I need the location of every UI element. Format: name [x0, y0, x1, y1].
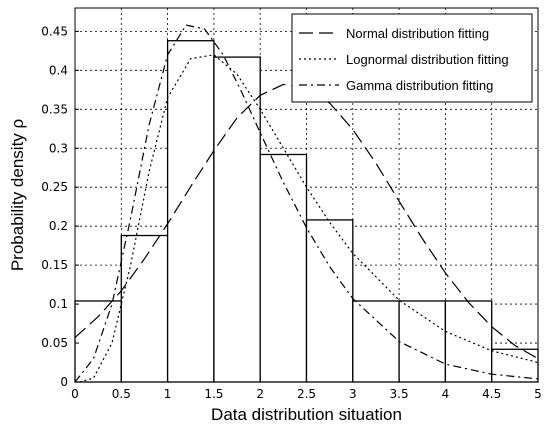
- y-tick-label: 0.4: [49, 63, 68, 77]
- y-tick-label: 0.15: [41, 258, 68, 272]
- histogram-bars: [74, 40, 539, 383]
- y-tick-label: 0: [60, 375, 68, 389]
- y-tick-label: 0.2: [49, 219, 68, 233]
- y-tick-label: 0.3: [49, 141, 68, 155]
- x-tick-label: 4: [442, 387, 450, 401]
- histogram-bar: [398, 300, 447, 383]
- x-tick-label: 0.5: [112, 387, 131, 401]
- legend-label: Normal distribution fitting: [346, 26, 489, 41]
- x-tick-label: 4.5: [482, 387, 501, 401]
- x-tick-label: 2: [256, 387, 264, 401]
- histogram-bar: [259, 153, 308, 383]
- fit-curve-line: [74, 24, 539, 383]
- histogram-bar: [352, 300, 400, 383]
- y-tick-label: 0.45: [41, 24, 68, 38]
- histogram-bar: [166, 40, 215, 383]
- fit-curves: [74, 24, 539, 383]
- histogram-bar: [213, 56, 261, 383]
- x-tick-label: 2.5: [297, 387, 316, 401]
- y-tick-label: 0.35: [41, 102, 68, 116]
- legend-label: Gamma distribution fitting: [346, 78, 493, 93]
- legend-label: Lognormal distribution fitting: [346, 52, 509, 67]
- histogram-bar: [120, 234, 169, 383]
- y-tick-label: 0.1: [49, 297, 68, 311]
- x-tick-label: 0: [71, 387, 79, 401]
- x-tick-label: 1: [164, 387, 172, 401]
- x-tick-label: 1.5: [204, 387, 223, 401]
- y-axis-label: Probability density ρ: [8, 119, 27, 271]
- y-tick-label: 0.25: [41, 180, 68, 194]
- x-tick-label: 5: [534, 387, 542, 401]
- legend: Normal distribution fitting Lognormal dis…: [291, 13, 533, 103]
- x-tick-label: 3: [349, 387, 357, 401]
- axis-ticks: 0 0.5 1 1.5 2 2.5 3 3.5 4 4.5 5 0 0.05 0.1 0.15 0.2 0.25…: [41, 24, 542, 401]
- fit-curve-line: [79, 54, 539, 383]
- legend-box: [291, 13, 533, 103]
- y-tick-label: 0.05: [41, 336, 68, 350]
- histogram-bar: [74, 300, 122, 383]
- x-axis-label: Data distribution situation: [211, 405, 402, 424]
- x-tick-label: 3.5: [390, 387, 409, 401]
